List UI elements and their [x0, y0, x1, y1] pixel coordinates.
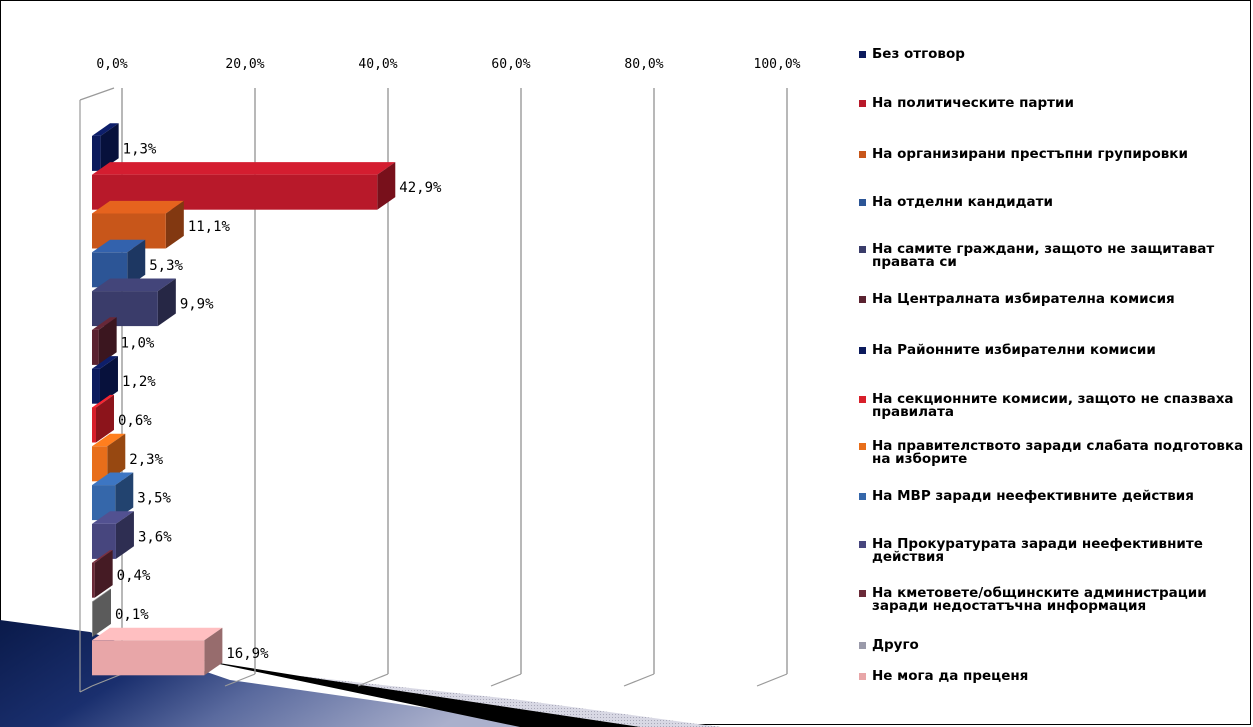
data-label: 5,3% [149, 258, 183, 274]
x-tick-label: 20,0% [225, 57, 264, 72]
legend-swatch [859, 199, 866, 206]
legend-item: На МВР заради неефективните действия [858, 488, 1250, 504]
x-tick-label: 100,0% [754, 57, 801, 72]
data-label: 11,1% [188, 219, 231, 235]
legend-label: Не мога да преценя [872, 668, 1029, 684]
legend-swatch [859, 673, 866, 680]
legend-label: На политическите партии [872, 95, 1074, 111]
gridline-floor [224, 673, 256, 687]
legend-swatch [859, 347, 866, 354]
bar [92, 317, 117, 365]
legend-swatch [859, 100, 866, 107]
legend-label: Без отговор [872, 46, 965, 62]
legend-swatch [859, 396, 866, 403]
legend-item: На отделни кандидати [858, 194, 1250, 210]
bar [92, 433, 126, 482]
chart-data-labels: 1,3% 42,9% 11,1% 5,3% 9,9% 1,0% 1,2% 0,6% 2,3% 3,… [115, 141, 442, 661]
data-label: 3,5% [137, 491, 171, 507]
side-wall-bottom [79, 685, 93, 693]
legend-item: Не мога да преценя [858, 668, 1250, 684]
bar [92, 278, 176, 327]
legend-swatch [859, 296, 866, 303]
data-label: 16,9% [226, 646, 269, 662]
legend-swatch [859, 493, 866, 500]
side-wall-top [79, 87, 115, 101]
legend-item: На Районните избирателни комисии [858, 342, 1250, 358]
data-label: 1,3% [123, 141, 157, 157]
data-label: 0,1% [115, 607, 149, 623]
legend-label: На Районните избирателни комисии [872, 342, 1156, 358]
bar [92, 123, 119, 171]
legend-item: На самите граждани, защото не защитават … [858, 241, 1250, 270]
legend-swatch [859, 51, 866, 58]
gridline-floor [357, 673, 389, 687]
legend-swatch [859, 590, 866, 597]
legend-label: На организирани престъпни групировки [872, 146, 1188, 162]
legend-swatch [859, 443, 866, 450]
legend-label: На Централната избирателна комисия [872, 291, 1175, 307]
legend-item: На кметовете/общинските администрации за… [858, 585, 1250, 614]
legend-item: На секционните комисии, защото не спазва… [858, 391, 1250, 420]
legend-label: На кметовете/общинските администрации за… [872, 585, 1207, 614]
gridline-floor [490, 673, 522, 687]
bar [92, 356, 118, 404]
data-label: 2,3% [129, 452, 163, 468]
legend-label: На самите граждани, защото не защитават … [872, 241, 1215, 270]
legend-label: На отделни кандидати [872, 194, 1053, 210]
x-tick-label: 0,0% [96, 57, 127, 72]
data-label: 1,0% [121, 335, 155, 351]
legend-swatch [859, 246, 866, 253]
legend-item: На Прокуратурата заради неефективните де… [858, 536, 1250, 565]
data-label: 42,9% [399, 180, 442, 196]
bar [92, 627, 223, 676]
legend-swatch [859, 541, 866, 548]
bar [92, 472, 134, 521]
data-label: 3,6% [138, 529, 172, 545]
chart-floor [0, 620, 720, 727]
legend-item: На политическите партии [858, 95, 1250, 111]
bar [92, 511, 134, 559]
legend-item: На организирани престъпни групировки [858, 146, 1250, 162]
data-label: 9,9% [180, 297, 214, 313]
legend-label: Друго [872, 637, 919, 653]
legend-item: На Централната избирателна комисия [858, 291, 1250, 307]
data-label: 0,4% [117, 568, 151, 584]
bar [92, 588, 111, 637]
data-label: 1,2% [122, 374, 156, 390]
bar [92, 162, 396, 210]
data-label: 0,6% [118, 413, 152, 429]
legend-swatch [859, 151, 866, 158]
legend-label: На секционните комисии, защото не спазва… [872, 391, 1234, 420]
x-tick-label: 80,0% [624, 57, 663, 72]
legend-item: Без отговор [858, 46, 1250, 62]
chart-bars [92, 123, 396, 676]
bar [92, 394, 114, 443]
chart-tick-labels: 0,0% 20,0% 40,0% 60,0% 80,0% 100,0% [96, 57, 800, 72]
legend-swatch [859, 642, 866, 649]
legend-label: На Прокуратурата заради неефективните де… [872, 536, 1203, 565]
legend-item: Друго [858, 637, 1250, 653]
gridline-floor [756, 673, 788, 687]
gridline-floor [623, 673, 655, 687]
bar [92, 550, 113, 598]
legend-label: На МВР заради неефективните действия [872, 488, 1194, 504]
legend-label: На правителството заради слабата подгото… [872, 438, 1244, 467]
x-tick-label: 40,0% [358, 57, 397, 72]
legend-item: На правителството заради слабата подгото… [858, 438, 1250, 467]
x-tick-label: 60,0% [491, 57, 530, 72]
gridline-floor [91, 673, 123, 687]
